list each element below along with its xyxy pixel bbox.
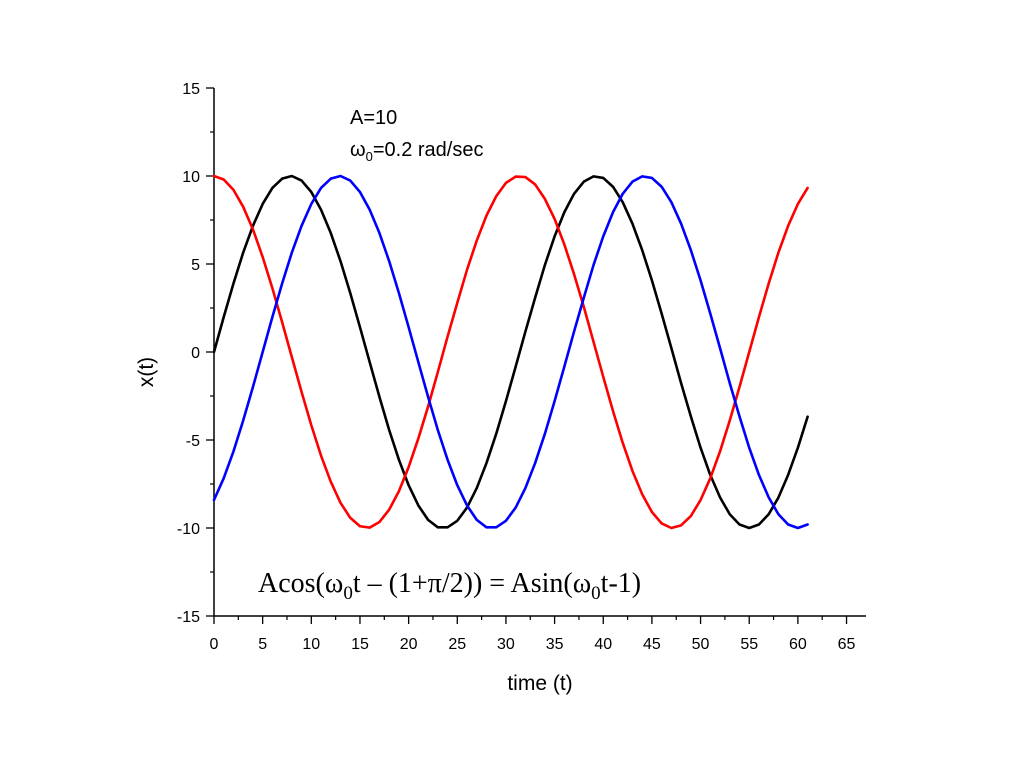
x-tick-label: 50	[692, 636, 710, 653]
series-line-1	[212, 174, 809, 530]
formula-part-c: t-1)	[601, 568, 641, 599]
y-tick-label: 0	[191, 345, 200, 362]
x-tick-label: 10	[302, 636, 320, 653]
formula-part-b: t – (1+π/2)) = Asin(ω	[353, 568, 591, 599]
y-axis-title: x(t)	[135, 357, 158, 387]
x-tick-label: 40	[594, 636, 612, 653]
x-tick-label: 15	[351, 636, 369, 653]
omega-subscript: 0	[366, 149, 373, 164]
y-tick-label: -10	[177, 521, 200, 538]
amplitude-annotation: A=10	[350, 107, 397, 129]
y-tick-label: 15	[182, 81, 200, 98]
series-line-3	[212, 174, 809, 530]
chart-axes: -15 -10 -5 0 5 10 15 0 5 10 15 20 25 30 35 40 45 50 55 60 65	[177, 81, 866, 653]
frequency-annotation: ω0=0.2 rad/sec	[350, 139, 483, 164]
formula-part-a: Acos(ω	[258, 568, 343, 599]
x-tick-label: 30	[497, 636, 515, 653]
formula-annotation: Acos(ω0t – (1+π/2)) = Asin(ω0t-1)	[258, 568, 641, 604]
x-tick-label: 5	[258, 636, 267, 653]
x-tick-label: 55	[740, 636, 758, 653]
x-tick-label: 20	[400, 636, 418, 653]
chart-series	[212, 174, 809, 530]
x-axis-title: time (t)	[507, 672, 572, 695]
x-tick-label: 25	[448, 636, 466, 653]
y-tick-label: -5	[186, 433, 200, 450]
x-tick-label: 65	[838, 636, 856, 653]
x-tick-label: 35	[546, 636, 564, 653]
y-tick-label: -15	[177, 609, 200, 626]
omega-symbol: ω	[350, 139, 366, 161]
formula-subscript-2: 0	[591, 583, 601, 604]
omega-value: =0.2 rad/sec	[373, 139, 484, 161]
x-tick-label: 45	[643, 636, 661, 653]
series-line-2	[212, 174, 809, 530]
x-tick-label: 0	[210, 636, 219, 653]
x-tick-label: 60	[789, 636, 807, 653]
y-tick-label: 10	[182, 169, 200, 186]
formula-subscript-1: 0	[343, 583, 353, 604]
y-tick-label: 5	[191, 257, 200, 274]
